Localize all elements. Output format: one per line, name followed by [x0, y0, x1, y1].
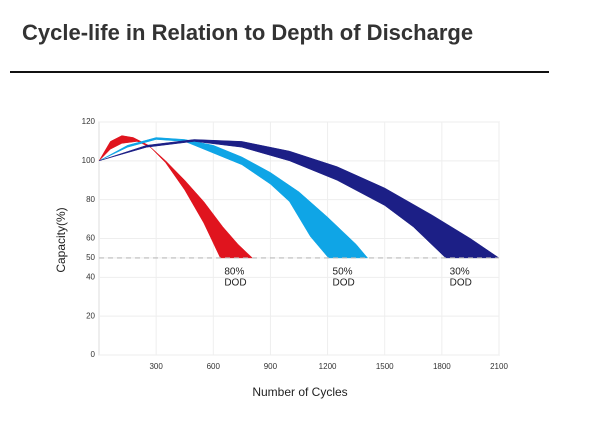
x-tick-label: 1500: [376, 362, 394, 371]
x-tick-label: 1800: [433, 362, 451, 371]
page-title: Cycle-life in Relation to Depth of Disch…: [22, 20, 473, 45]
band-label: DOD: [450, 278, 472, 289]
y-tick-label: 60: [86, 234, 95, 243]
y-tick-label: 0: [91, 350, 96, 359]
y-axis-label: Capacity(%): [54, 207, 68, 272]
y-tick-label: 50: [86, 253, 95, 262]
y-tick-label: 40: [86, 272, 95, 281]
x-tick-label: 2100: [490, 362, 508, 371]
y-tick-label: 100: [82, 156, 96, 165]
x-tick-label: 600: [207, 362, 221, 371]
band-label: 30%: [450, 267, 470, 278]
x-tick-label: 1200: [319, 362, 337, 371]
band-label: 50%: [333, 267, 353, 278]
band-label: DOD: [224, 278, 246, 289]
band-label: DOD: [333, 278, 355, 289]
x-axis-label: Number of Cycles: [252, 385, 347, 399]
band-label: 80%: [224, 267, 244, 278]
y-tick-label: 80: [86, 195, 95, 204]
y-tick-label: 20: [86, 311, 95, 320]
x-tick-label: 900: [264, 362, 278, 371]
x-tick-label: 300: [149, 362, 163, 371]
y-tick-label: 120: [82, 117, 96, 126]
